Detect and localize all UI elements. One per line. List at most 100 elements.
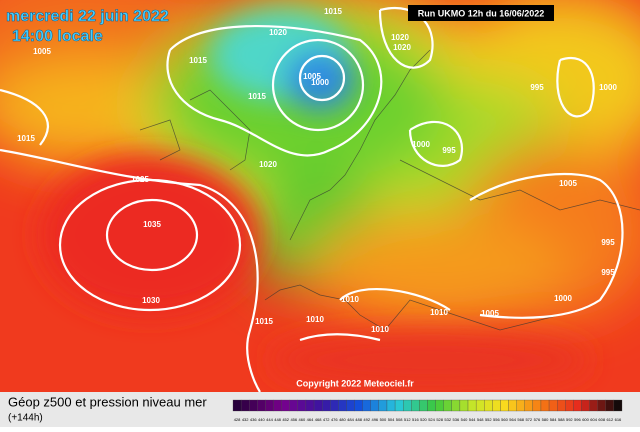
legend-swatch	[435, 399, 444, 412]
legend-swatch	[386, 399, 396, 412]
legend-label: 556	[493, 417, 500, 422]
legend-label: 544	[469, 417, 476, 422]
legend-label: 452	[282, 417, 289, 422]
legend-label: 580	[542, 417, 549, 422]
legend-label: 524	[428, 417, 435, 422]
legend-swatch	[297, 399, 307, 412]
legend-label: 496	[371, 417, 378, 422]
legend-label: 480	[339, 417, 346, 422]
legend-swatch	[451, 399, 461, 412]
legend-label: 508	[396, 417, 403, 422]
legend-label: 564	[509, 417, 516, 422]
legend-swatch	[321, 399, 331, 412]
legend-label: 604	[590, 417, 597, 422]
isobar-label: 1005	[303, 72, 321, 81]
legend-swatch	[378, 399, 388, 412]
color-field	[0, 0, 640, 392]
legend-label: 476	[331, 417, 338, 422]
time-label: 14:00 locale	[12, 28, 103, 45]
legend-swatch	[346, 399, 355, 412]
legend-swatch	[565, 399, 574, 412]
legend-label: 488	[355, 417, 362, 422]
isobars	[0, 7, 624, 393]
isobar-label: 1000	[412, 140, 430, 149]
legend-label: 472	[323, 417, 330, 422]
legend-label: 464	[307, 417, 314, 422]
legend-swatch	[475, 399, 485, 412]
coastlines	[139, 49, 640, 331]
legend-label: 528	[436, 417, 443, 422]
legend-label: 552	[485, 417, 492, 422]
legend-label: 572	[525, 417, 532, 422]
run-label: Run UKMO 12h du 16/06/2022	[418, 8, 545, 18]
legend-label: 540	[461, 417, 468, 422]
legend-swatch	[338, 399, 347, 412]
legend-label: 516	[412, 417, 419, 422]
legend-swatch	[443, 399, 452, 412]
legend-label: 536	[453, 417, 460, 422]
legend-swatch	[354, 399, 363, 412]
legend-swatch	[330, 399, 339, 412]
legend-swatch	[492, 399, 501, 412]
legend-swatch	[232, 399, 242, 412]
legend-swatch	[419, 399, 428, 412]
isobar-label: 1015	[324, 7, 342, 16]
legend-label: 548	[477, 417, 484, 422]
legend-swatch	[484, 399, 493, 412]
isobar-label: 1005	[559, 179, 577, 188]
legend-label: 468	[315, 417, 322, 422]
legend-swatch	[394, 399, 404, 412]
legend-label: 600	[582, 417, 589, 422]
isobar-label: 1000	[554, 294, 572, 303]
date-label: mercredi 22 juin 2022	[6, 8, 169, 25]
isobar-label: 1020	[393, 43, 411, 52]
isobar-label: 995	[601, 268, 615, 277]
isobar-label: 1015	[255, 317, 273, 326]
legend-swatch	[532, 399, 542, 412]
isobar-label: 1010	[430, 308, 448, 317]
isobar-label: 1005	[33, 47, 51, 56]
legend-swatch	[370, 399, 380, 412]
legend-label: 432	[242, 417, 249, 422]
legend-swatch	[240, 399, 250, 412]
legend-swatch	[257, 399, 266, 412]
legend-swatch	[516, 399, 525, 412]
legend-label: 560	[501, 417, 508, 422]
legend-swatch	[281, 399, 290, 412]
legend-swatch	[605, 399, 615, 412]
legend-label: 608	[598, 417, 605, 422]
legend-label: 592	[566, 417, 573, 422]
legend-swatch	[573, 399, 582, 412]
legend-label: 484	[347, 417, 354, 422]
legend: 428 432 436 440 444 448 452 456 460 464 468 472 476 4…	[232, 399, 623, 422]
legend-label: 456	[290, 417, 297, 422]
isobar-label: 1020	[391, 33, 409, 42]
legend-label: 616	[615, 417, 622, 422]
isobar-label: 1015	[248, 92, 266, 101]
legend-label: 444	[266, 417, 273, 422]
isobar-label: 1010	[371, 325, 389, 334]
legend-swatch	[613, 399, 623, 412]
legend-swatch	[540, 399, 550, 412]
legend-label: 504	[388, 417, 395, 422]
legend-swatch	[273, 399, 282, 412]
legend-swatch	[403, 399, 412, 412]
legend-swatch	[313, 399, 323, 412]
legend-label: 500	[380, 417, 387, 422]
isobar-label: 995	[601, 238, 615, 247]
legend-label: 568	[517, 417, 524, 422]
legend-label: 596	[574, 417, 581, 422]
legend-swatch	[459, 399, 469, 412]
isobar-label: 1010	[341, 295, 359, 304]
copyright: Copyright 2022 Meteociel.fr	[296, 378, 414, 388]
run-box	[408, 5, 554, 21]
isobar-label: 1020	[269, 28, 287, 37]
legend-label: 576	[534, 417, 541, 422]
legend-swatch	[362, 399, 371, 412]
legend-swatch	[508, 399, 517, 412]
legend-label: 584	[550, 417, 557, 422]
isobar-label: 1000	[311, 78, 329, 87]
legend-swatch	[581, 399, 590, 412]
legend-swatch	[548, 399, 558, 412]
